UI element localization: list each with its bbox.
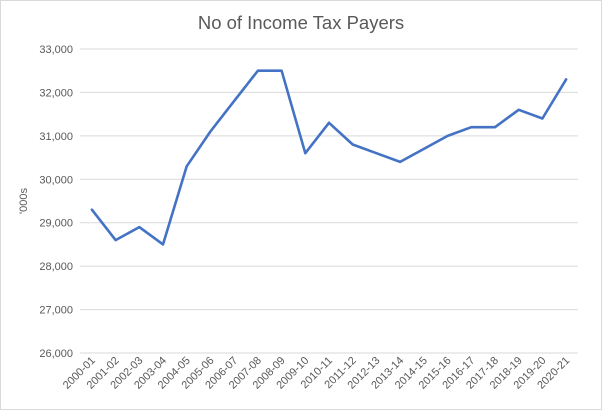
y-tick-label: 32,000 <box>39 87 73 99</box>
y-tick-label: 33,000 <box>39 44 73 56</box>
series-lines <box>90 69 568 246</box>
y-tick-label: 30,000 <box>39 174 73 186</box>
y-axis-label: '000s <box>18 188 30 214</box>
chart-title: No of Income Tax Payers <box>197 12 405 33</box>
y-tick-label: 26,000 <box>39 348 73 360</box>
y-tick-label: 29,000 <box>39 218 73 230</box>
x-axis-ticks: 2000-012001-022002-032003-042004-052005-… <box>61 355 572 392</box>
y-tick-label: 27,000 <box>39 305 73 317</box>
y-axis-ticks: 26,000 27,000 28,000 29,000 30,000 31,000 32,0… <box>39 44 73 360</box>
y-tick-label: 31,000 <box>39 131 73 143</box>
y-tick-label: 28,000 <box>39 261 73 273</box>
series-line <box>90 69 568 246</box>
gridlines <box>80 48 578 354</box>
